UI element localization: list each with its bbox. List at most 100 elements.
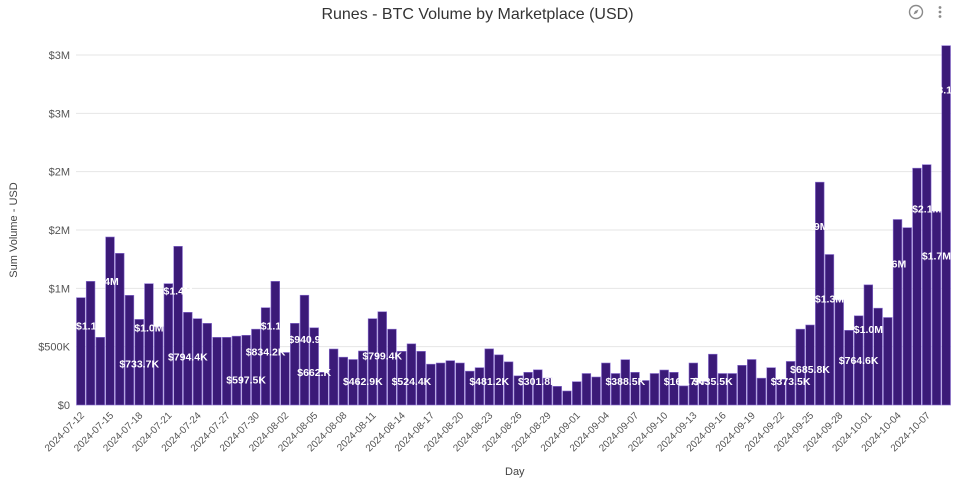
bar[interactable] xyxy=(494,354,504,406)
bar[interactable] xyxy=(659,369,669,406)
bar[interactable] xyxy=(922,164,932,406)
data-label: $834.2K xyxy=(246,347,286,359)
bar[interactable] xyxy=(231,335,242,406)
bar[interactable] xyxy=(620,359,630,406)
bar[interactable] xyxy=(844,330,854,406)
bar[interactable] xyxy=(367,318,378,406)
bar[interactable] xyxy=(815,181,825,406)
more-vertical-icon[interactable] xyxy=(932,4,948,20)
bar[interactable] xyxy=(241,334,251,406)
bar[interactable] xyxy=(669,372,679,406)
y-tick-label: $2M xyxy=(49,167,70,179)
bar[interactable] xyxy=(678,385,689,406)
bar[interactable] xyxy=(387,328,397,406)
data-label: $481.2K xyxy=(469,376,509,388)
bar[interactable] xyxy=(445,360,455,406)
bar[interactable] xyxy=(192,318,203,406)
bar[interactable] xyxy=(931,211,942,406)
bar[interactable] xyxy=(513,375,524,406)
bar[interactable] xyxy=(358,350,368,406)
bar[interactable] xyxy=(212,337,222,406)
bar[interactable] xyxy=(717,373,728,406)
bar[interactable] xyxy=(853,315,864,406)
bar[interactable] xyxy=(503,361,514,406)
bar[interactable] xyxy=(601,362,611,406)
bar[interactable] xyxy=(95,337,105,406)
bar[interactable] xyxy=(290,323,300,406)
bar[interactable] xyxy=(319,372,329,406)
bar[interactable] xyxy=(941,45,951,406)
bar[interactable] xyxy=(912,167,922,406)
bar[interactable] xyxy=(338,356,349,406)
bar[interactable] xyxy=(523,372,533,406)
bar[interactable] xyxy=(688,362,699,406)
bar[interactable] xyxy=(455,362,465,406)
bar[interactable] xyxy=(591,376,601,406)
bar[interactable] xyxy=(105,236,115,406)
bar[interactable] xyxy=(465,370,475,406)
bar[interactable] xyxy=(805,324,815,406)
bar[interactable] xyxy=(144,283,154,406)
bar[interactable] xyxy=(572,381,582,406)
bar[interactable] xyxy=(552,386,562,406)
bar[interactable] xyxy=(542,377,553,406)
bar[interactable] xyxy=(163,283,174,406)
bar[interactable] xyxy=(727,373,737,406)
bar[interactable] xyxy=(873,307,883,406)
bar[interactable] xyxy=(737,365,747,406)
bar[interactable] xyxy=(776,379,786,406)
bar[interactable] xyxy=(406,343,417,406)
bar[interactable] xyxy=(153,326,164,406)
bar[interactable] xyxy=(251,328,261,406)
bar[interactable] xyxy=(416,351,426,406)
bar[interactable] xyxy=(76,297,86,406)
explore-compass-icon[interactable] xyxy=(908,4,924,20)
bar[interactable] xyxy=(280,352,290,406)
bar[interactable] xyxy=(883,317,893,406)
bar[interactable] xyxy=(698,381,708,406)
bar[interactable] xyxy=(173,246,183,406)
y-tick-label: $0 xyxy=(58,400,70,412)
bar[interactable] xyxy=(435,362,446,406)
bar[interactable] xyxy=(834,299,844,406)
bar[interactable] xyxy=(426,363,436,406)
bar[interactable] xyxy=(785,361,796,406)
bar[interactable] xyxy=(747,359,757,406)
bar[interactable] xyxy=(863,284,874,406)
bar[interactable] xyxy=(397,351,407,406)
bar[interactable] xyxy=(610,373,621,406)
data-label: $597.5K xyxy=(226,374,266,386)
bar[interactable] xyxy=(134,319,144,406)
bar[interactable] xyxy=(115,253,125,406)
bar[interactable] xyxy=(708,353,718,406)
bar[interactable] xyxy=(270,281,280,406)
bar[interactable] xyxy=(756,377,767,406)
bar[interactable] xyxy=(377,311,387,406)
bar[interactable] xyxy=(533,369,543,406)
bar[interactable] xyxy=(630,372,640,406)
bar[interactable] xyxy=(892,219,903,406)
data-label: $163.7K xyxy=(664,376,704,388)
bar[interactable] xyxy=(299,294,310,406)
bar[interactable] xyxy=(222,337,232,406)
bar[interactable] xyxy=(581,373,592,406)
bar[interactable] xyxy=(562,390,572,406)
bar[interactable] xyxy=(328,348,339,406)
bar[interactable] xyxy=(309,327,319,406)
bar[interactable] xyxy=(85,281,96,406)
bar[interactable] xyxy=(766,367,776,406)
bar[interactable] xyxy=(824,254,835,406)
chart-title: Runes - BTC Volume by Marketplace (USD) xyxy=(321,6,634,23)
bar[interactable] xyxy=(795,328,805,406)
bar[interactable] xyxy=(640,380,650,406)
bar[interactable] xyxy=(902,227,912,406)
bar[interactable] xyxy=(474,367,485,406)
y-tick-label: $3M xyxy=(49,50,70,62)
bar[interactable] xyxy=(649,373,660,406)
bar[interactable] xyxy=(202,323,212,406)
bar[interactable] xyxy=(260,307,271,406)
bar[interactable] xyxy=(183,312,193,406)
bar[interactable] xyxy=(124,295,135,406)
bar[interactable] xyxy=(348,359,358,406)
bar[interactable] xyxy=(484,348,494,406)
